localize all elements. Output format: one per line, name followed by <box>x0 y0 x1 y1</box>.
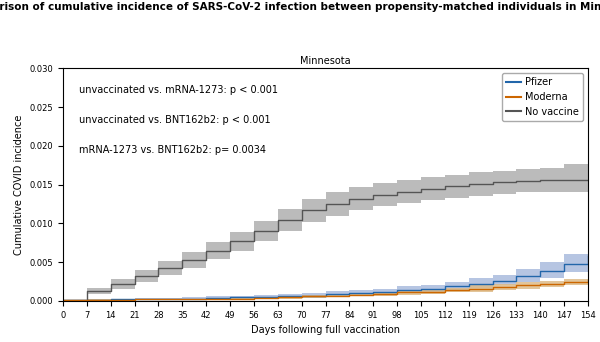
Text: Comparison of cumulative incidence of SARS-CoV-2 infection between propensity-ma: Comparison of cumulative incidence of SA… <box>0 2 600 12</box>
Text: unvaccinated vs. BNT162b2: p < 0.001: unvaccinated vs. BNT162b2: p < 0.001 <box>79 115 271 125</box>
Legend: Pfizer, Moderna, No vaccine: Pfizer, Moderna, No vaccine <box>502 73 583 121</box>
Text: unvaccinated vs. mRNA-1273: p < 0.001: unvaccinated vs. mRNA-1273: p < 0.001 <box>79 85 278 95</box>
Y-axis label: Cumulative COVID incidence: Cumulative COVID incidence <box>14 115 24 255</box>
X-axis label: Days following full vaccination: Days following full vaccination <box>251 325 400 335</box>
Text: mRNA-1273 vs. BNT162b2: p= 0.0034: mRNA-1273 vs. BNT162b2: p= 0.0034 <box>79 145 266 155</box>
Title: Minnesota: Minnesota <box>300 56 351 66</box>
